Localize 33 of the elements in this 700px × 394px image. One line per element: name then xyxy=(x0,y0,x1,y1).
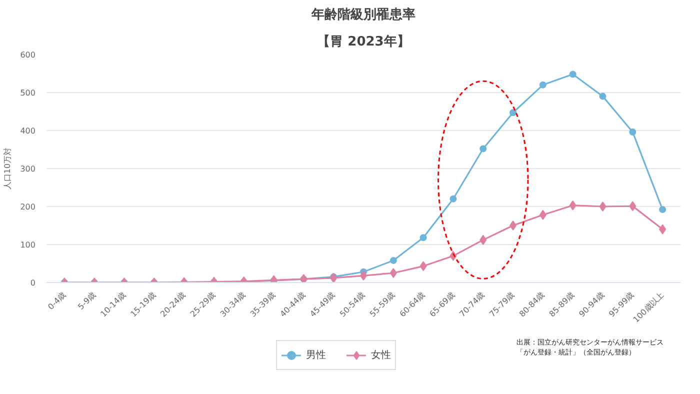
point xyxy=(420,261,427,272)
point xyxy=(659,206,666,214)
y-tick-label: 0 xyxy=(30,278,36,288)
point xyxy=(510,220,517,230)
point xyxy=(390,268,397,278)
x-tick-label: 0-4歳 xyxy=(46,290,68,312)
y-axis-title: 人口10万対 xyxy=(3,147,12,190)
point xyxy=(480,145,487,152)
point xyxy=(569,70,576,78)
point xyxy=(539,210,546,220)
point xyxy=(569,200,576,210)
point xyxy=(390,256,397,264)
y-tick-label: 500 xyxy=(20,88,36,98)
y-tick-label: 400 xyxy=(20,126,36,136)
point xyxy=(629,128,636,136)
x-tick-label: 5-9歳 xyxy=(76,290,98,312)
y-tick-label: 600 xyxy=(20,50,36,60)
chart-title: 年齢階級別罹患率 xyxy=(310,6,416,22)
point xyxy=(539,81,546,88)
point xyxy=(510,109,517,116)
legend-label: 女性 xyxy=(371,348,391,362)
y-tick-label: 200 xyxy=(20,202,36,212)
point xyxy=(599,202,606,212)
point xyxy=(480,234,487,245)
legend-label: 男性 xyxy=(306,348,326,362)
point xyxy=(450,195,457,202)
y-tick-label: 300 xyxy=(20,164,36,174)
point xyxy=(629,201,636,212)
y-tick-label: 100 xyxy=(20,240,36,250)
point xyxy=(659,224,666,234)
chart-subtitle: 【胃 2023年】 xyxy=(317,34,410,50)
point xyxy=(420,234,427,242)
point xyxy=(599,92,606,100)
